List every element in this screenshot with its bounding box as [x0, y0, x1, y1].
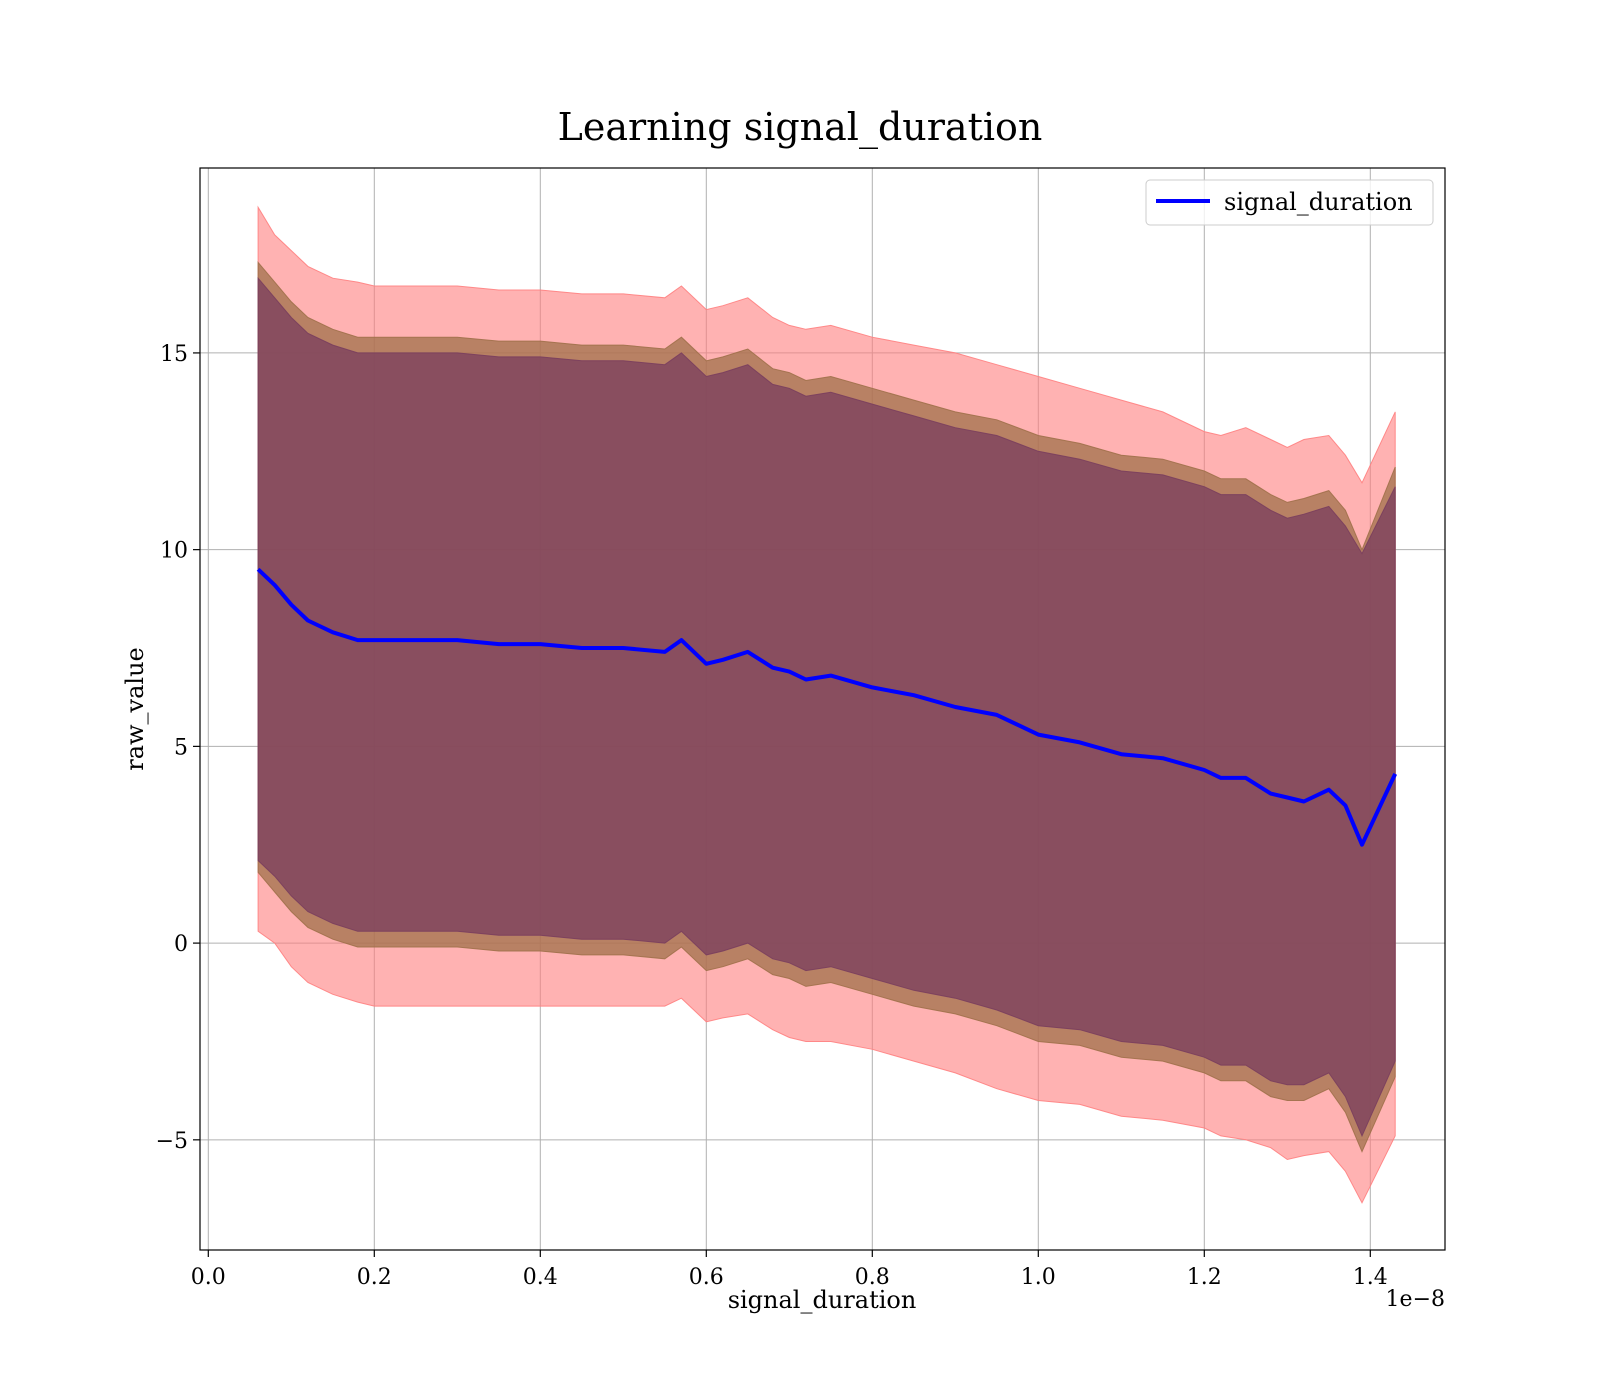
x-tick-label: 1.0 [1021, 1265, 1056, 1290]
y-tick-label: 10 [160, 539, 188, 564]
y-tick-label: 15 [160, 342, 188, 367]
band-layer [257, 205, 1396, 1204]
y-tick-label: 0 [174, 932, 188, 957]
x-tick-label: 0.6 [689, 1265, 724, 1290]
x-tick-label: 0.4 [523, 1265, 558, 1290]
x-tick-label: 0.8 [855, 1265, 890, 1290]
x-tick-label: 0.2 [357, 1265, 392, 1290]
x-tick-label: 1.2 [1187, 1265, 1222, 1290]
legend: signal_duration [1145, 179, 1434, 226]
y-tick-label: 5 [174, 735, 188, 760]
x-tick-label: 0.0 [191, 1265, 226, 1290]
x-tick-layer: 0.0 0.2 0.4 0.6 0.8 1.0 1.2 1.4 [191, 1250, 1388, 1290]
chart-title: Learning signal_duration [558, 105, 1043, 150]
y-tick-label: −5 [156, 1129, 188, 1154]
band-inner-area [257, 276, 1396, 1138]
line-layer [256, 567, 1398, 847]
y-axis-label: raw_value [121, 647, 149, 771]
x-offset-label: 1e−8 [1386, 1287, 1445, 1312]
plot-frame [199, 167, 1446, 1251]
legend-box [1145, 179, 1434, 226]
x-axis-label: signal_duration [728, 1286, 917, 1314]
y-tick-layer: −5 0 5 10 15 [156, 342, 200, 1154]
x-tick-label: 1.4 [1353, 1265, 1388, 1290]
signal-duration-line [256, 567, 1398, 847]
legend-entry-signal-duration: signal_duration [1224, 188, 1413, 216]
